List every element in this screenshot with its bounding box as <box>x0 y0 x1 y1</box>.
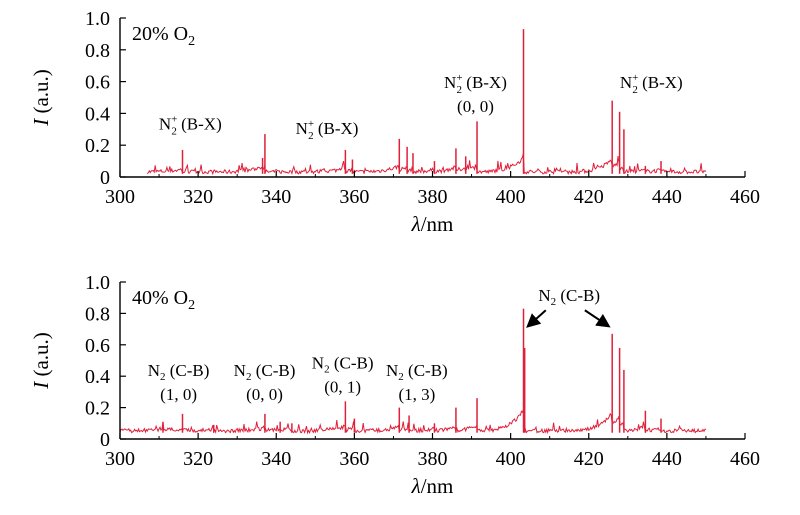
panel-20-o2: 300 320 340 360 380 400 420 440 460 0 0.2 0.4 0.6 0.8… <box>29 8 760 236</box>
band-annotation: N2 (C-B) <box>312 353 374 375</box>
y-axis-label: I (a.u.) <box>29 69 53 127</box>
x-tick-label: 360 <box>339 448 369 470</box>
band-annotation: N+ 2 (B-X) <box>159 113 222 137</box>
x-tick-label: 340 <box>261 186 291 208</box>
band-annotation: N2 (C-B) <box>538 286 600 308</box>
x-tick-label: 440 <box>652 448 682 470</box>
annotation-arrow <box>584 309 611 328</box>
y-tick-label: 0 <box>100 167 110 189</box>
band-annotation: N+ 2 (B-X) <box>444 72 507 96</box>
band-annotation-transition: (0, 0) <box>457 97 494 116</box>
band-annotation-transition: (1, 3) <box>398 385 435 404</box>
y-tick-label: 0.6 <box>85 72 110 94</box>
y-tick-label: 0.8 <box>85 40 110 62</box>
panel-label: 40% O2 <box>132 287 195 313</box>
x-tick-label: 320 <box>183 448 213 470</box>
band-annotation: N2 (C-B) <box>148 361 210 383</box>
x-tick-label: 300 <box>105 448 135 470</box>
band-annotation: N+ 2 (B-X) <box>296 118 359 142</box>
band-annotation-transition: (0, 1) <box>324 377 361 396</box>
x-tick-label: 420 <box>574 186 604 208</box>
y-tick-label: 0 <box>100 429 110 451</box>
x-tick-label: 380 <box>418 186 448 208</box>
x-tick-label: 440 <box>652 186 682 208</box>
panel-label: 20% O2 <box>132 23 195 49</box>
x-tick-label: 380 <box>418 448 448 470</box>
x-axis-label: λ/nm <box>411 212 454 236</box>
x-tick-label: 460 <box>730 448 760 470</box>
x-tick-label: 400 <box>496 186 526 208</box>
y-tick-label: 0.4 <box>85 103 110 125</box>
x-tick-label: 320 <box>183 186 213 208</box>
annotation-arrow <box>526 309 547 328</box>
x-tick-label: 340 <box>261 448 291 470</box>
spectrum-trace <box>119 409 707 435</box>
band-annotation-transition: (1, 0) <box>160 385 197 404</box>
x-tick-label: 360 <box>339 186 369 208</box>
panel-40-o2: 300 320 340 360 380 400 420 440 460 0 0.2 0.4 0.6 0.8… <box>29 272 760 498</box>
x-tick-label: 460 <box>730 186 760 208</box>
y-tick-label: 0.6 <box>85 335 110 357</box>
y-tick-label: 1.0 <box>85 272 110 294</box>
spectrum-trace <box>146 153 707 176</box>
y-tick-label: 0.2 <box>85 398 110 420</box>
x-axis-label: λ/nm <box>411 474 454 498</box>
x-tick-label: 400 <box>496 448 526 470</box>
y-tick-label: 0.4 <box>85 366 110 388</box>
band-annotation: N+ 2 (B-X) <box>620 72 683 96</box>
band-annotation-transition: (0, 0) <box>246 385 283 404</box>
x-tick-label: 420 <box>574 448 604 470</box>
y-tick-label: 0.2 <box>85 135 110 157</box>
band-annotation: N2 (C-B) <box>234 361 296 383</box>
x-tick-label: 300 <box>105 186 135 208</box>
band-annotation: N2 (C-B) <box>386 361 448 383</box>
y-tick-label: 0.8 <box>85 303 110 325</box>
y-axis-label: I (a.u.) <box>29 332 53 390</box>
y-tick-label: 1.0 <box>85 8 110 30</box>
